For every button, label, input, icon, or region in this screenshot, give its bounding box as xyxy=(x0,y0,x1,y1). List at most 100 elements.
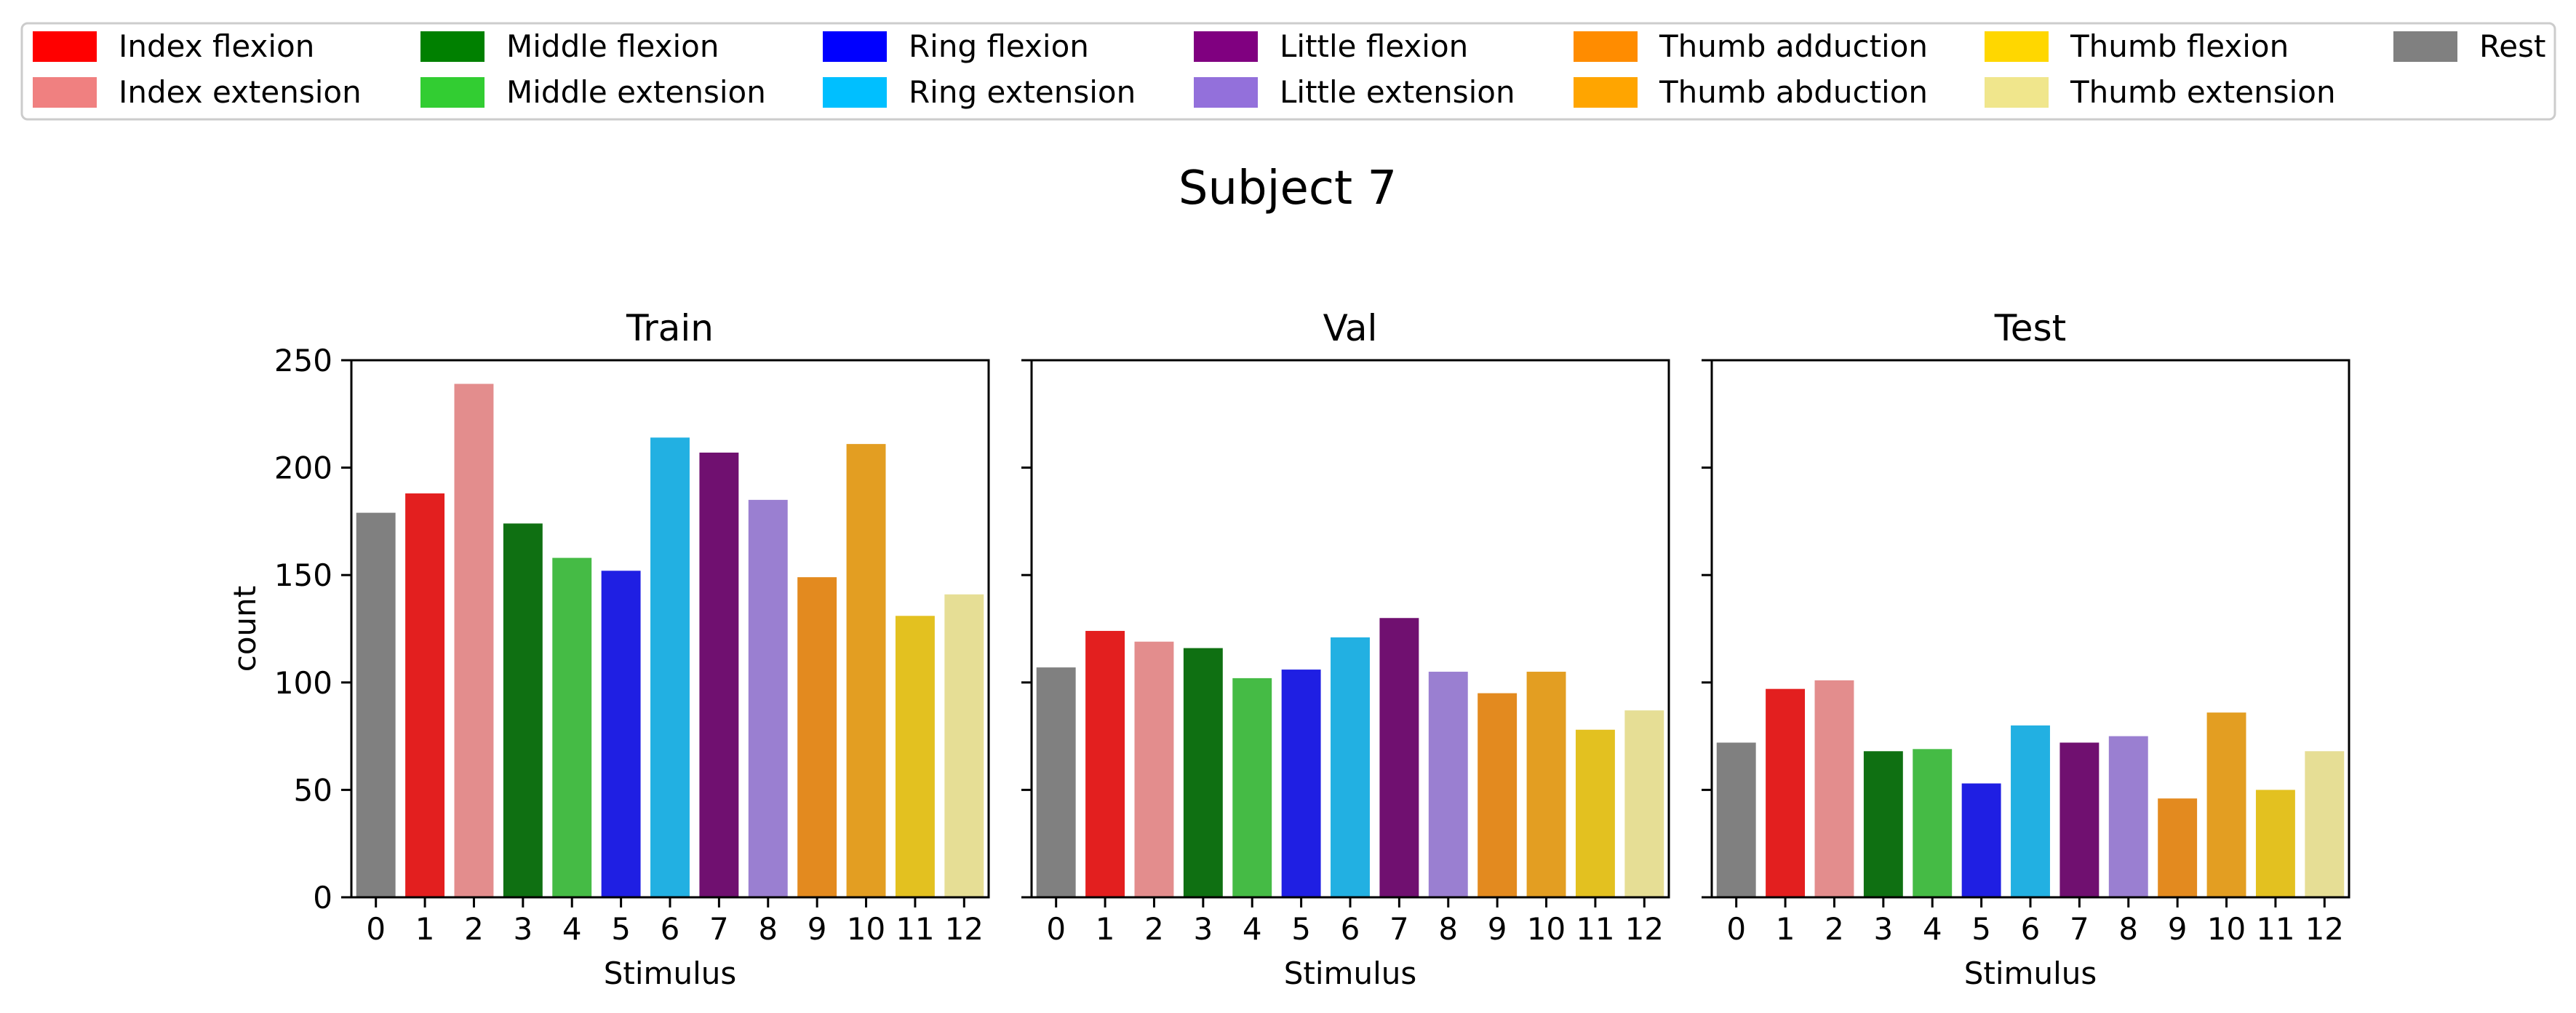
subplot-panels: 0 1 2 3 4 5 6 7 8 9 10 11 12050100150200250TrainStim… xyxy=(227,307,2350,991)
x-tick-label: 7 xyxy=(2070,911,2089,947)
bar-test-1 xyxy=(1766,688,1806,897)
bar-train-2 xyxy=(454,384,494,897)
legend-label: Index flexion xyxy=(119,28,314,64)
bar-train-4 xyxy=(552,557,592,897)
y-tick-label: 250 xyxy=(274,343,332,378)
legend-swatch xyxy=(1194,31,1258,62)
legend-swatch xyxy=(823,77,887,108)
bar-test-10 xyxy=(2206,712,2246,897)
x-tick-label: 2 xyxy=(1825,911,1844,947)
y-tick-label: 100 xyxy=(274,665,332,701)
x-tick-label: 1 xyxy=(1776,911,1795,947)
bar-test-5 xyxy=(1961,783,2001,897)
x-tick-label: 1 xyxy=(415,911,435,947)
x-tick-label: 10 xyxy=(847,911,885,947)
bar-val-4 xyxy=(1232,678,1272,897)
subplot-title: Train xyxy=(626,307,714,349)
y-axis-label: count xyxy=(227,586,263,672)
legend-label: Rest xyxy=(2479,28,2546,64)
bar-train-5 xyxy=(601,571,641,897)
legend-swatch xyxy=(1194,77,1258,108)
legend: Index flexion Index extension Middle flexi… xyxy=(20,22,2556,121)
legend-label: Ring extension xyxy=(909,74,1136,110)
bar-val-5 xyxy=(1281,670,1321,897)
x-axis-label: Stimulus xyxy=(1284,956,1417,991)
bar-train-7 xyxy=(699,452,739,897)
y-tick-label: 200 xyxy=(274,450,332,486)
x-tick-label: 8 xyxy=(1438,911,1458,947)
x-tick-label: 9 xyxy=(1488,911,1507,947)
x-tick-label: 10 xyxy=(2207,911,2246,947)
legend-label: Middle flexion xyxy=(506,28,719,64)
x-tick-label: 11 xyxy=(1576,911,1614,947)
legend-label: Thumb flexion xyxy=(2070,28,2289,64)
bar-train-11 xyxy=(895,616,935,897)
legend-swatch xyxy=(420,31,485,62)
legend-swatch xyxy=(1985,77,2049,108)
legend-swatch xyxy=(1985,31,2049,62)
bar-test-8 xyxy=(2108,736,2148,897)
figure-suptitle: Subject 7 xyxy=(1179,162,1397,215)
bar-train-6 xyxy=(650,437,690,897)
bar-train-9 xyxy=(797,577,837,897)
legend-label: Middle extension xyxy=(506,74,766,110)
x-tick-label: 2 xyxy=(464,911,484,947)
x-axis-label: Stimulus xyxy=(604,956,737,991)
x-tick-label: 6 xyxy=(2021,911,2041,947)
x-tick-label: 4 xyxy=(1923,911,1942,947)
legend-swatch xyxy=(420,77,485,108)
legend-label: Thumb adduction xyxy=(1659,28,1928,64)
legend-swatch xyxy=(1574,31,1638,62)
x-tick-label: 4 xyxy=(1243,911,1262,947)
bar-val-3 xyxy=(1183,648,1223,897)
x-tick-label: 3 xyxy=(513,911,533,947)
x-tick-label: 0 xyxy=(1046,911,1066,947)
bar-train-10 xyxy=(846,444,886,897)
x-tick-label: 3 xyxy=(1873,911,1893,947)
x-tick-label: 8 xyxy=(758,911,778,947)
legend-swatch xyxy=(823,31,887,62)
bar-val-2 xyxy=(1134,641,1174,897)
bar-val-9 xyxy=(1478,693,1518,897)
x-tick-label: 11 xyxy=(2256,911,2294,947)
bar-test-12 xyxy=(2305,751,2345,897)
legend-label: Ring flexion xyxy=(909,28,1089,64)
bar-test-3 xyxy=(1863,751,1903,897)
bar-test-9 xyxy=(2158,798,2198,897)
x-tick-label: 6 xyxy=(1341,911,1360,947)
x-tick-label: 4 xyxy=(562,911,582,947)
x-tick-label: 5 xyxy=(1971,911,1991,947)
x-tick-label: 12 xyxy=(1625,911,1664,947)
bar-train-0 xyxy=(356,512,396,897)
x-tick-label: 12 xyxy=(945,911,984,947)
bar-val-12 xyxy=(1624,710,1664,897)
x-tick-label: 9 xyxy=(2168,911,2188,947)
x-tick-label: 1 xyxy=(1096,911,1115,947)
x-tick-label: 7 xyxy=(1389,911,1409,947)
y-tick-label: 50 xyxy=(294,772,332,808)
legend-label: Little flexion xyxy=(1280,28,1468,64)
bar-train-12 xyxy=(944,594,984,897)
bar-train-1 xyxy=(405,493,445,897)
bar-val-7 xyxy=(1379,618,1419,897)
bar-val-0 xyxy=(1036,667,1076,897)
bar-train-3 xyxy=(503,523,543,897)
x-tick-label: 2 xyxy=(1144,911,1164,947)
legend-label: Little extension xyxy=(1280,74,1515,110)
legend-frame xyxy=(20,22,2556,121)
subplot-title: Val xyxy=(1323,307,1378,349)
bar-val-10 xyxy=(1526,672,1566,897)
x-tick-label: 5 xyxy=(1291,911,1311,947)
bar-test-0 xyxy=(1716,742,1756,897)
x-tick-label: 3 xyxy=(1193,911,1213,947)
bar-test-2 xyxy=(1814,680,1854,897)
subplot-train: 0 1 2 3 4 5 6 7 8 9 10 11 12050100150200250TrainStim… xyxy=(227,307,990,991)
x-tick-label: 8 xyxy=(2118,911,2138,947)
bar-test-6 xyxy=(2011,725,2050,897)
subplot-title: Test xyxy=(1994,307,2066,349)
bar-test-4 xyxy=(1913,749,1953,897)
legend-swatch xyxy=(2393,31,2457,62)
